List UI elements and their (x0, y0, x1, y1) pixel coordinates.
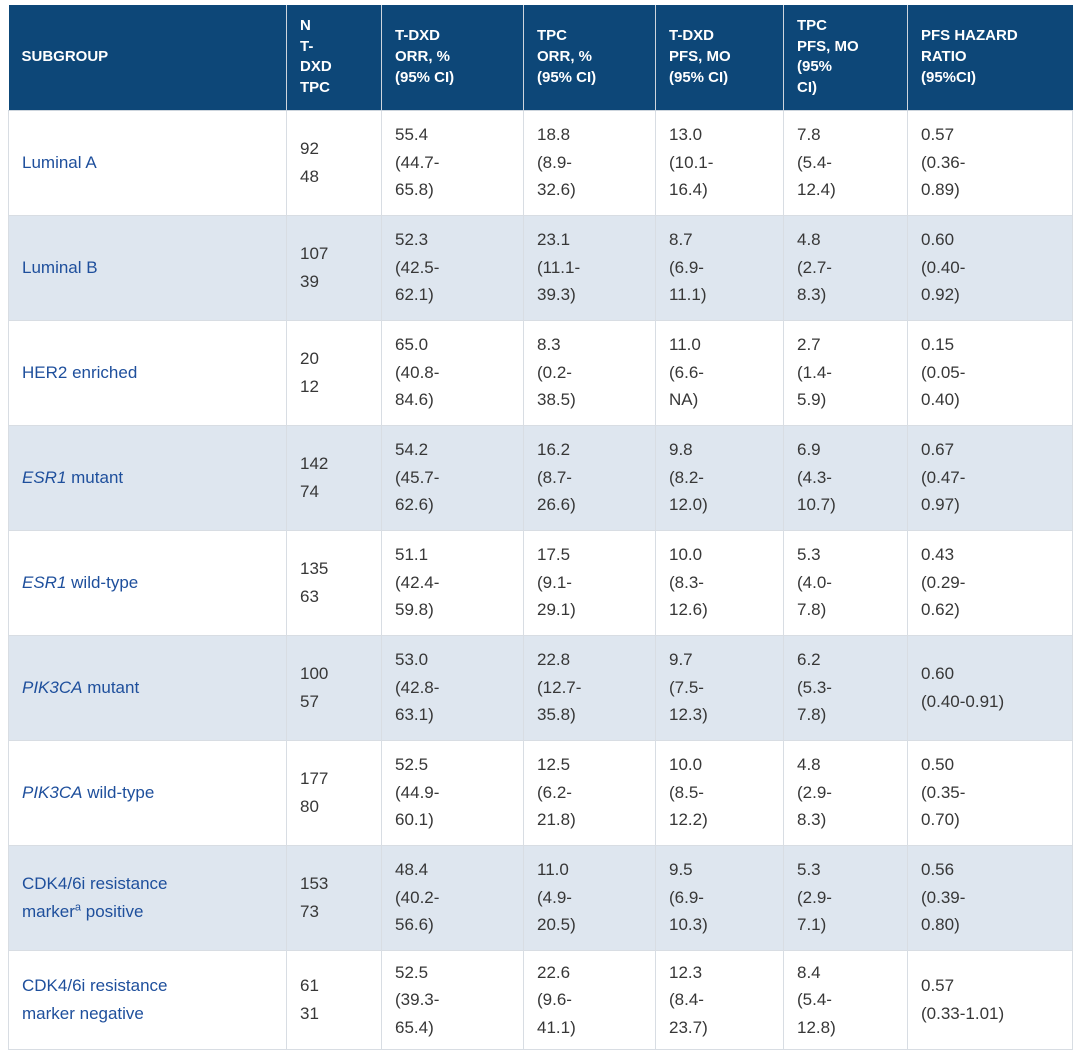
tdxd-pfs-cell: 9.8 (8.2- 12.0) (655, 424, 784, 531)
n-cell: 92 48 (286, 109, 382, 216)
subgroup-text: CDK4/6i resistance marker (22, 873, 168, 921)
table-body: Luminal A 92 48 55.4 (44.7- 65.8) 18.8 (… (8, 109, 1073, 1051)
tpc-orr-cell: 8.3 (0.2- 38.5) (523, 319, 656, 426)
subgroup-cell: Luminal B (8, 214, 287, 321)
hazard-ratio-cell: 0.43 (0.29- 0.62) (907, 529, 1073, 636)
tpc-orr-cell: 22.8 (12.7- 35.8) (523, 634, 656, 741)
tpc-pfs-cell: 7.8 (5.4- 12.4) (783, 109, 908, 216)
header-tpc-orr: TPC ORR, % (95% CI) (523, 5, 656, 111)
header-pfs-hazard-ratio: PFS HAZARD RATIO (95%CI) (907, 5, 1073, 111)
hazard-ratio-cell: 0.67 (0.47- 0.97) (907, 424, 1073, 531)
tdxd-pfs-cell: 12.3 (8.4- 23.7) (655, 949, 784, 1051)
tdxd-orr-cell: 55.4 (44.7- 65.8) (381, 109, 524, 216)
tdxd-orr-cell: 53.0 (42.8- 63.1) (381, 634, 524, 741)
tpc-orr-cell: 17.5 (9.1- 29.1) (523, 529, 656, 636)
table-row-cdk46i-positive: CDK4/6i resistance markera positive 153 … (8, 844, 1073, 951)
subgroup-text: HER2 enriched (22, 362, 138, 382)
subgroup-text: Luminal B (22, 257, 98, 277)
subgroup-text: wild-type (66, 572, 139, 592)
n-cell: 20 12 (286, 319, 382, 426)
hazard-ratio-cell: 0.50 (0.35- 0.70) (907, 739, 1073, 846)
tpc-orr-cell: 11.0 (4.9- 20.5) (523, 844, 656, 951)
subgroup-cell: ESR1 mutant (8, 424, 287, 531)
n-cell: 177 80 (286, 739, 382, 846)
n-cell: 142 74 (286, 424, 382, 531)
hazard-ratio-cell: 0.56 (0.39- 0.80) (907, 844, 1073, 951)
tpc-pfs-cell: 4.8 (2.7- 8.3) (783, 214, 908, 321)
tdxd-orr-cell: 65.0 (40.8- 84.6) (381, 319, 524, 426)
n-cell: 107 39 (286, 214, 382, 321)
n-cell: 135 63 (286, 529, 382, 636)
subgroup-text: mutant (82, 677, 140, 697)
subgroup-text: wild-type (82, 782, 155, 802)
tpc-pfs-cell: 5.3 (2.9- 7.1) (783, 844, 908, 951)
header-n: N T- DXD TPC (286, 5, 382, 111)
tdxd-orr-cell: 52.5 (39.3- 65.4) (381, 949, 524, 1051)
tdxd-pfs-cell: 9.5 (6.9- 10.3) (655, 844, 784, 951)
tdxd-orr-cell: 51.1 (42.4- 59.8) (381, 529, 524, 636)
n-cell: 61 31 (286, 949, 382, 1051)
tpc-pfs-cell: 8.4 (5.4- 12.8) (783, 949, 908, 1051)
header-tdxd-orr: T-DXD ORR, % (95% CI) (381, 5, 524, 111)
hazard-ratio-cell: 0.57 (0.33-1.01) (907, 949, 1073, 1051)
tdxd-orr-cell: 54.2 (45.7- 62.6) (381, 424, 524, 531)
table-row-her2-enriched: HER2 enriched 20 12 65.0 (40.8- 84.6) 8.… (8, 319, 1073, 426)
tdxd-orr-cell: 52.5 (44.9- 60.1) (381, 739, 524, 846)
table-row-cdk46i-negative: CDK4/6i resistance marker negative 61 31… (8, 949, 1073, 1051)
subgroup-superscript: a (74, 900, 82, 913)
subgroup-text: mutant (66, 467, 124, 487)
tpc-pfs-cell: 6.2 (5.3- 7.8) (783, 634, 908, 741)
subgroup-cell: CDK4/6i resistance markera positive (8, 844, 287, 951)
subgroup-cell: CDK4/6i resistance marker negative (8, 949, 287, 1051)
subgroup-text-after-sup: positive (81, 901, 144, 921)
header-subgroup: SUBGROUP (8, 5, 287, 111)
tpc-pfs-cell: 2.7 (1.4- 5.9) (783, 319, 908, 426)
tdxd-pfs-cell: 8.7 (6.9- 11.1) (655, 214, 784, 321)
subgroup-text: Luminal A (22, 152, 97, 172)
hazard-ratio-cell: 0.15 (0.05- 0.40) (907, 319, 1073, 426)
tpc-orr-cell: 12.5 (6.2- 21.8) (523, 739, 656, 846)
hazard-ratio-cell: 0.60 (0.40-0.91) (907, 634, 1073, 741)
subgroup-results-table-container: SUBGROUP N T- DXD TPC T-DXD ORR, % (95% … (8, 5, 1073, 1051)
hazard-ratio-cell: 0.57 (0.36- 0.89) (907, 109, 1073, 216)
tdxd-pfs-cell: 10.0 (8.5- 12.2) (655, 739, 784, 846)
tpc-pfs-cell: 5.3 (4.0- 7.8) (783, 529, 908, 636)
hazard-ratio-cell: 0.60 (0.40- 0.92) (907, 214, 1073, 321)
table-row-pik3ca-wild-type: PIK3CA wild-type 177 80 52.5 (44.9- 60.1… (8, 739, 1073, 846)
subgroup-cell: ESR1 wild-type (8, 529, 287, 636)
tpc-orr-cell: 18.8 (8.9- 32.6) (523, 109, 656, 216)
tdxd-orr-cell: 52.3 (42.5- 62.1) (381, 214, 524, 321)
subgroup-gene: PIK3CA (22, 782, 83, 802)
table-row-luminal-a: Luminal A 92 48 55.4 (44.7- 65.8) 18.8 (… (8, 109, 1073, 216)
n-cell: 100 57 (286, 634, 382, 741)
header-tdxd-pfs: T-DXD PFS, MO (95% CI) (655, 5, 784, 111)
subgroup-gene: ESR1 (22, 572, 67, 592)
tpc-orr-cell: 22.6 (9.6- 41.1) (523, 949, 656, 1051)
subgroup-text: CDK4/6i resistance marker negative (22, 976, 168, 1023)
subgroup-cell: PIK3CA wild-type (8, 739, 287, 846)
subgroup-gene: PIK3CA (22, 677, 83, 697)
table-header: SUBGROUP N T- DXD TPC T-DXD ORR, % (95% … (8, 5, 1073, 111)
tdxd-pfs-cell: 9.7 (7.5- 12.3) (655, 634, 784, 741)
tpc-pfs-cell: 6.9 (4.3- 10.7) (783, 424, 908, 531)
subgroup-gene: ESR1 (22, 467, 67, 487)
table-row-pik3ca-mutant: PIK3CA mutant 100 57 53.0 (42.8- 63.1) 2… (8, 634, 1073, 741)
tpc-orr-cell: 16.2 (8.7- 26.6) (523, 424, 656, 531)
subgroup-results-table: SUBGROUP N T- DXD TPC T-DXD ORR, % (95% … (8, 5, 1073, 1051)
tpc-pfs-cell: 4.8 (2.9- 8.3) (783, 739, 908, 846)
table-row-luminal-b: Luminal B 107 39 52.3 (42.5- 62.1) 23.1 … (8, 214, 1073, 321)
tdxd-orr-cell: 48.4 (40.2- 56.6) (381, 844, 524, 951)
table-row-esr1-wild-type: ESR1 wild-type 135 63 51.1 (42.4- 59.8) … (8, 529, 1073, 636)
subgroup-cell: Luminal A (8, 109, 287, 216)
subgroup-cell: PIK3CA mutant (8, 634, 287, 741)
table-row-esr1-mutant: ESR1 mutant 142 74 54.2 (45.7- 62.6) 16.… (8, 424, 1073, 531)
tpc-orr-cell: 23.1 (11.1- 39.3) (523, 214, 656, 321)
tdxd-pfs-cell: 11.0 (6.6- NA) (655, 319, 784, 426)
header-row: SUBGROUP N T- DXD TPC T-DXD ORR, % (95% … (8, 5, 1073, 111)
header-tpc-pfs: TPC PFS, MO (95% CI) (783, 5, 908, 111)
tdxd-pfs-cell: 10.0 (8.3- 12.6) (655, 529, 784, 636)
subgroup-cell: HER2 enriched (8, 319, 287, 426)
n-cell: 153 73 (286, 844, 382, 951)
tdxd-pfs-cell: 13.0 (10.1- 16.4) (655, 109, 784, 216)
